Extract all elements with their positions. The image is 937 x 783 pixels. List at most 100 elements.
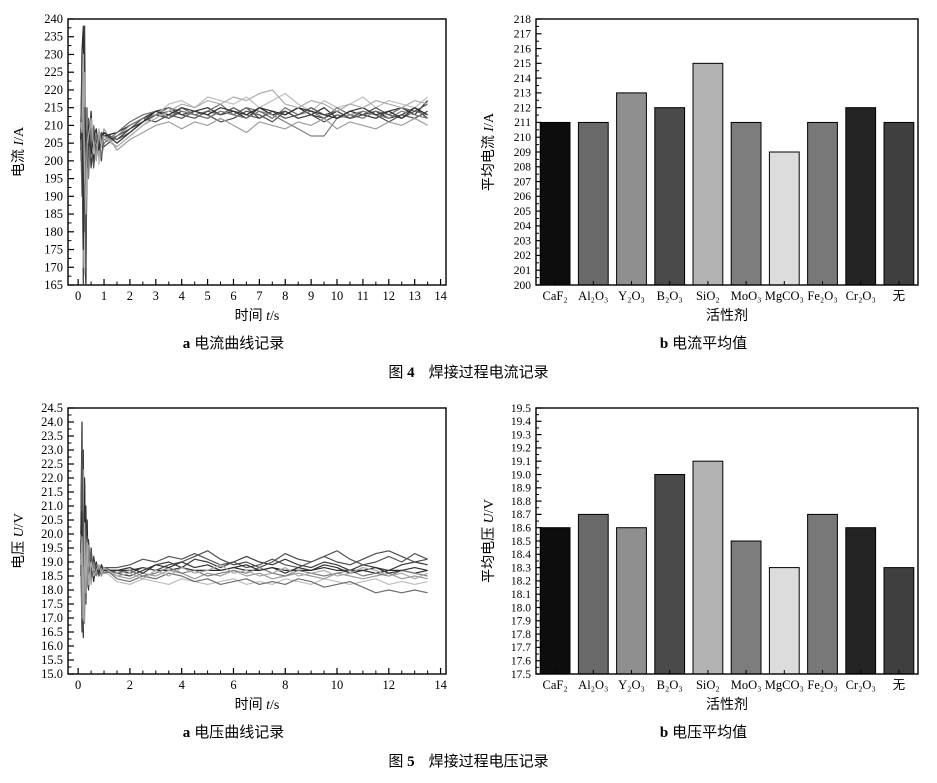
svg-text:11: 11 — [356, 289, 368, 303]
svg-text:212: 212 — [513, 102, 531, 114]
svg-text:13: 13 — [408, 289, 421, 303]
figure4-panel-a: 0 1 2 3 4 5 6 7 8 9 10 11 12 13 14 165 170 175 180 185 190 19… — [8, 10, 460, 354]
svg-text:2: 2 — [126, 289, 132, 303]
svg-text:235: 235 — [44, 30, 63, 44]
figure-number: 4 — [407, 365, 415, 381]
svg-text:21.0: 21.0 — [41, 499, 63, 513]
svg-text:SiO₂: SiO₂ — [695, 678, 719, 692]
svg-text:240: 240 — [44, 12, 63, 26]
panel-caption: b 电压平均值 — [660, 723, 747, 743]
svg-text:24.5: 24.5 — [41, 401, 63, 415]
svg-text:9: 9 — [308, 289, 314, 303]
svg-text:19.5: 19.5 — [510, 403, 530, 415]
svg-text:17.5: 17.5 — [510, 669, 530, 681]
svg-text:17.9: 17.9 — [510, 616, 530, 628]
svg-text:6: 6 — [230, 289, 236, 303]
svg-text:18.5: 18.5 — [510, 536, 530, 548]
svg-text:204: 204 — [513, 221, 531, 233]
svg-text:5: 5 — [204, 289, 210, 303]
svg-text:17.7: 17.7 — [510, 642, 530, 654]
svg-text:20.5: 20.5 — [41, 513, 63, 527]
svg-text:Al₂O₃: Al₂O₃ — [578, 678, 608, 692]
svg-text:214: 214 — [513, 73, 531, 85]
svg-text:18.7: 18.7 — [510, 509, 530, 521]
panel-title: 电流平均值 — [672, 336, 748, 352]
svg-text:0: 0 — [75, 289, 81, 303]
svg-text:CaF₂: CaF₂ — [542, 678, 567, 692]
svg-text:19.2: 19.2 — [510, 443, 530, 455]
figure4-caption: 图 4 焊接过程电流记录 — [0, 363, 937, 383]
svg-text:17.8: 17.8 — [510, 629, 530, 641]
svg-text:1: 1 — [100, 289, 106, 303]
svg-text:16.0: 16.0 — [41, 639, 63, 653]
svg-text:4: 4 — [178, 678, 185, 692]
svg-text:22.5: 22.5 — [41, 457, 63, 471]
svg-text:4: 4 — [178, 289, 185, 303]
svg-text:185: 185 — [44, 207, 63, 221]
figure-number: 5 — [407, 754, 415, 770]
svg-text:225: 225 — [44, 65, 63, 79]
svg-text:215: 215 — [513, 58, 531, 70]
svg-text:3: 3 — [152, 289, 158, 303]
svg-text:MgCO₃: MgCO₃ — [764, 289, 803, 303]
svg-text:17.6: 17.6 — [510, 656, 530, 668]
panel-caption: a 电流曲线记录 — [183, 334, 285, 354]
panel-title: 电流曲线记录 — [194, 336, 285, 352]
svg-text:205: 205 — [44, 136, 63, 150]
svg-text:0: 0 — [75, 678, 81, 692]
panel-caption: a 电压曲线记录 — [183, 723, 285, 743]
svg-text:B₂O₃: B₂O₃ — [656, 289, 682, 303]
svg-text:MgCO₃: MgCO₃ — [764, 678, 803, 692]
svg-text:216: 216 — [513, 43, 531, 55]
svg-text:时间 t/s: 时间 t/s — [234, 308, 279, 324]
figure-title: 焊接过程电压记录 — [428, 754, 549, 770]
svg-text:8: 8 — [282, 678, 288, 692]
figure-5: 0 2 4 6 8 10 12 14 15.0 15.5 16.0 16.5 17.0 17.5 18.0 1… — [0, 399, 937, 772]
figure5-caption: 图 5 焊接过程电压记录 — [0, 752, 937, 772]
svg-text:218: 218 — [513, 14, 531, 26]
svg-text:7: 7 — [256, 289, 262, 303]
svg-text:活性剂: 活性剂 — [706, 308, 748, 324]
panel-caption: b 电流平均值 — [660, 334, 747, 354]
panel-title: 电压平均值 — [672, 725, 748, 741]
svg-text:207: 207 — [513, 176, 531, 188]
svg-text:205: 205 — [513, 206, 531, 218]
svg-text:14: 14 — [434, 678, 447, 692]
svg-text:23.0: 23.0 — [41, 443, 63, 457]
svg-text:18.9: 18.9 — [510, 483, 530, 495]
svg-text:195: 195 — [44, 172, 63, 186]
svg-text:200: 200 — [44, 154, 63, 168]
svg-text:213: 213 — [513, 88, 531, 100]
svg-text:175: 175 — [44, 243, 63, 257]
figure-title: 焊接过程电流记录 — [428, 365, 549, 381]
svg-text:18.1: 18.1 — [510, 589, 530, 601]
svg-text:6: 6 — [230, 678, 236, 692]
svg-text:210: 210 — [513, 132, 531, 144]
svg-text:2: 2 — [126, 678, 132, 692]
svg-text:202: 202 — [513, 250, 531, 262]
svg-text:活性剂: 活性剂 — [706, 697, 748, 713]
svg-text:18.0: 18.0 — [510, 602, 530, 614]
svg-text:平均电流 I/A: 平均电流 I/A — [481, 112, 497, 191]
svg-text:19.1: 19.1 — [510, 456, 530, 468]
svg-text:19.3: 19.3 — [510, 429, 530, 441]
svg-text:Y₂O₃: Y₂O₃ — [618, 289, 645, 303]
panel-label: b — [659, 725, 669, 741]
svg-text:14: 14 — [434, 289, 447, 303]
svg-text:17.0: 17.0 — [41, 611, 63, 625]
svg-text:19.0: 19.0 — [510, 469, 530, 481]
figure5-charts-row: 0 2 4 6 8 10 12 14 15.0 15.5 16.0 16.5 17.0 17.5 18.0 1… — [0, 399, 937, 743]
svg-text:10: 10 — [330, 289, 343, 303]
svg-text:24.0: 24.0 — [41, 415, 63, 429]
svg-text:Fe₂O₃: Fe₂O₃ — [807, 678, 837, 692]
svg-text:210: 210 — [44, 118, 63, 132]
svg-text:CaF₂: CaF₂ — [542, 289, 567, 303]
svg-text:电压 U/V: 电压 U/V — [11, 513, 27, 569]
svg-text:19.5: 19.5 — [41, 541, 63, 555]
panel-label: a — [182, 336, 191, 352]
svg-text:18.5: 18.5 — [41, 569, 63, 583]
svg-text:18.4: 18.4 — [510, 549, 530, 561]
figure-4: 0 1 2 3 4 5 6 7 8 9 10 11 12 13 14 165 170 175 180 185 190 19… — [0, 10, 937, 383]
svg-text:Y₂O₃: Y₂O₃ — [618, 678, 645, 692]
